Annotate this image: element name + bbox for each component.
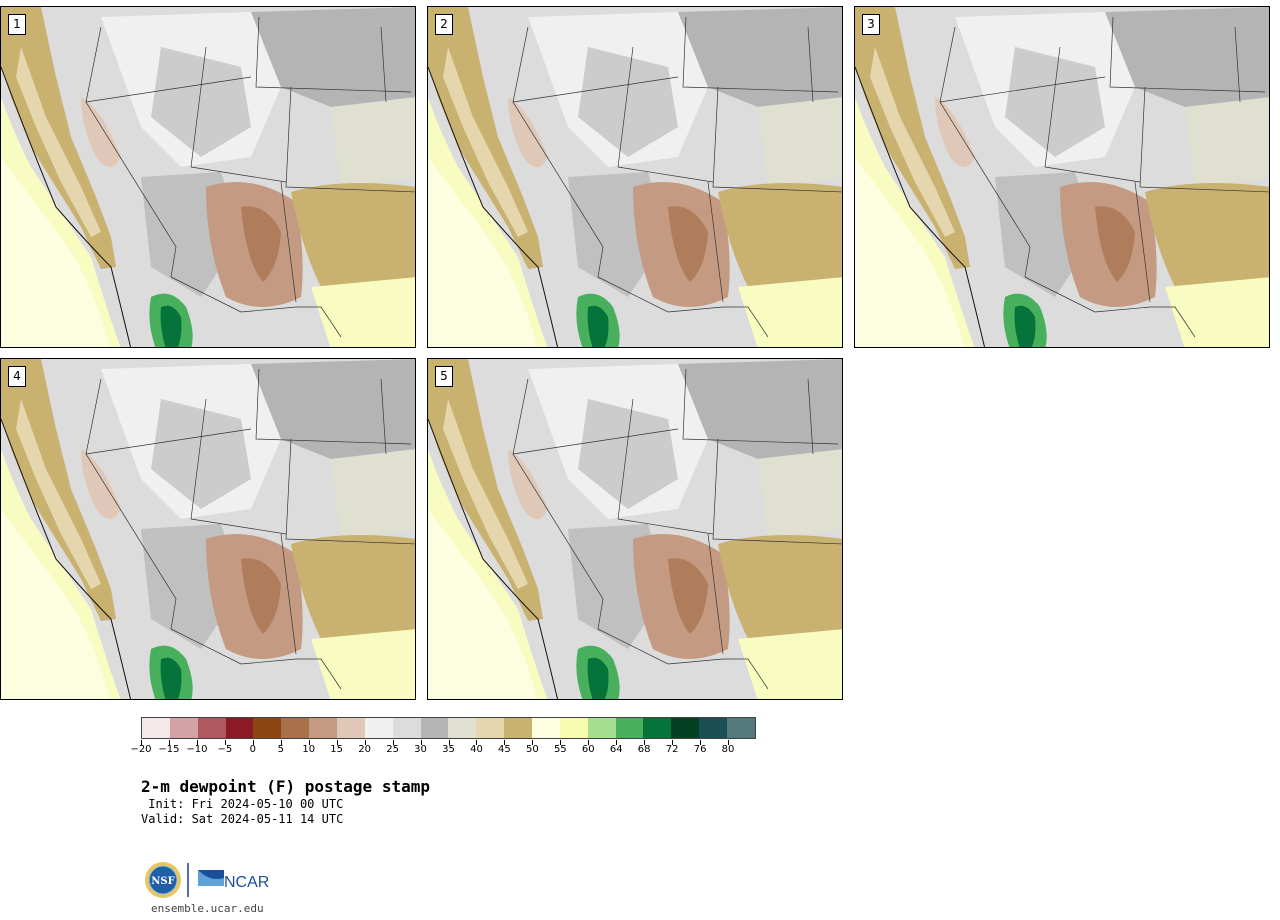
website-link[interactable]: ensemble.ucar.edu [151, 902, 264, 915]
colorbar-tick [141, 740, 142, 745]
colorbar-tick [280, 740, 282, 745]
colorbar-tick [672, 740, 674, 745]
stamp-panel-4[interactable]: 4 [0, 358, 416, 700]
stamp-number-label: 1 [8, 14, 26, 35]
colorbar-tick [364, 740, 366, 745]
colorbar-tick-label: −15 [158, 744, 180, 755]
colorbar-tick-label: −20 [130, 744, 152, 755]
colorbar-tick-label: 30 [414, 744, 427, 755]
colorbar-tick [448, 740, 450, 745]
colorbar-swatch [392, 718, 421, 738]
colorbar-swatch [142, 718, 170, 738]
colorbar-tick-label: 40 [470, 744, 483, 755]
stamp-number-label: 2 [435, 14, 453, 35]
colorbar-tick-label: 35 [442, 744, 455, 755]
colorbar-tick-label: 80 [721, 744, 735, 755]
dewpoint-map [855, 7, 1269, 347]
colorbar-swatch [671, 718, 700, 738]
dewpoint-colorbar [141, 717, 756, 739]
colorbar-swatch [337, 718, 365, 738]
colorbar-tick-label: 10 [302, 744, 316, 755]
colorbar-swatch [364, 718, 393, 738]
colorbar-tick-label: 50 [525, 744, 539, 755]
nsf-logo-text: NSF [151, 876, 174, 887]
colorbar-tick [644, 740, 646, 745]
ncar-logo-icon: NCAR [198, 870, 269, 891]
colorbar-swatch [420, 718, 449, 738]
colorbar-tick-label: 20 [358, 744, 371, 755]
colorbar-swatch [281, 718, 310, 738]
colorbar-tick [532, 740, 534, 745]
colorbar-tick [700, 740, 702, 745]
dewpoint-map [428, 359, 842, 699]
colorbar-tick [336, 740, 338, 745]
colorbar-tick [560, 740, 562, 745]
stamp-number-label: 5 [435, 366, 453, 387]
colorbar-tick-label: 55 [553, 744, 567, 755]
colorbar-swatch [643, 718, 672, 738]
colorbar-tick-label: −10 [186, 744, 208, 755]
colorbar-tick-label: 68 [637, 744, 651, 755]
nsf-logo-icon: NSF [145, 862, 181, 898]
colorbar-tick-label: −5 [217, 744, 233, 755]
colorbar-swatch [309, 718, 338, 738]
ncar-logo-text: NCAR [224, 874, 269, 891]
stamp-number-label: 3 [862, 14, 880, 35]
colorbar-tick-label: 25 [386, 744, 399, 755]
sponsor-logos: NSF NCAR [144, 860, 284, 900]
colorbar-tick [224, 740, 226, 745]
colorbar-swatch [169, 718, 198, 738]
product-title: 2-m dewpoint (F) postage stamp [141, 777, 430, 796]
colorbar-swatch [448, 718, 477, 738]
colorbar-tick [196, 740, 198, 745]
colorbar-tick [504, 740, 506, 745]
colorbar-tick-label: 45 [498, 744, 511, 755]
colorbar-swatch [559, 718, 588, 738]
colorbar-tick [392, 740, 394, 745]
colorbar-tick-label: 15 [330, 744, 344, 755]
colorbar-tick-labels: −20 −15 −10 −5 0 5 10 15 20 25 30 35 40 45 50 55 60 64 68 7… [130, 740, 756, 760]
dewpoint-map [428, 7, 842, 347]
colorbar-tick [476, 740, 478, 745]
stamp-panel-1[interactable]: 1 [0, 6, 416, 348]
colorbar-swatch [727, 718, 755, 738]
colorbar-swatch [197, 718, 226, 738]
colorbar-tick [308, 740, 310, 745]
stamp-panel-2[interactable]: 2 [427, 6, 843, 348]
colorbar-swatch [476, 718, 505, 738]
colorbar-tick-label: 60 [581, 744, 595, 755]
dewpoint-map [1, 7, 415, 347]
stamp-number-label: 4 [8, 366, 26, 387]
colorbar-tick [728, 740, 730, 745]
stamp-panel-5[interactable]: 5 [427, 358, 843, 700]
colorbar-swatch [587, 718, 616, 738]
dewpoint-map [1, 359, 415, 699]
colorbar-tick-label: 64 [609, 744, 623, 755]
colorbar-swatch [532, 718, 560, 738]
valid-time: Valid: Sat 2024-05-11 14 UTC [141, 812, 344, 826]
colorbar-tick [252, 740, 254, 745]
init-time: Init: Fri 2024-05-10 00 UTC [141, 797, 344, 811]
colorbar-tick-label: 0 [249, 744, 256, 755]
colorbar-swatch [225, 718, 254, 738]
colorbar-swatch [253, 718, 282, 738]
stamp-panel-3[interactable]: 3 [854, 6, 1270, 348]
colorbar-tick [420, 740, 422, 745]
colorbar-swatch [504, 718, 533, 738]
colorbar-tick [616, 740, 618, 745]
colorbar-tick-label: 5 [277, 744, 284, 755]
colorbar-tick [588, 740, 590, 745]
colorbar-tick [168, 740, 170, 745]
colorbar-tick-label: 72 [665, 744, 679, 755]
colorbar-swatch [699, 718, 728, 738]
colorbar-tick-label: 76 [693, 744, 707, 755]
colorbar-swatch [615, 718, 644, 738]
